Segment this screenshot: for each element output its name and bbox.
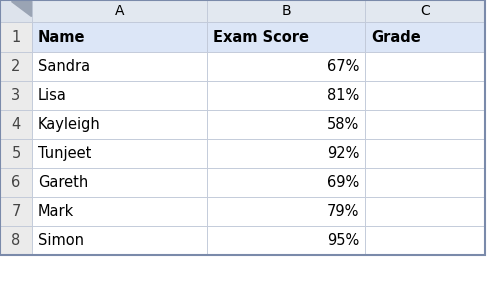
Bar <box>32 81 207 110</box>
Text: Grade: Grade <box>371 30 421 45</box>
Text: 4: 4 <box>11 117 20 132</box>
Bar <box>32 110 207 139</box>
Bar <box>207 110 365 139</box>
Bar <box>365 22 485 52</box>
Bar <box>0 139 32 168</box>
Bar <box>365 139 485 168</box>
Text: Simon: Simon <box>38 233 84 248</box>
Text: 2: 2 <box>11 59 20 74</box>
Text: 3: 3 <box>11 88 20 103</box>
Bar <box>365 197 485 226</box>
Text: Sandra: Sandra <box>38 59 90 74</box>
Bar <box>365 168 485 197</box>
Text: Mark: Mark <box>38 204 74 219</box>
Bar <box>365 81 485 110</box>
Text: 1: 1 <box>11 30 20 45</box>
Text: A: A <box>115 4 124 18</box>
Bar <box>32 168 207 197</box>
Bar <box>207 226 365 255</box>
Bar <box>207 139 365 168</box>
Bar <box>0 0 485 255</box>
Bar <box>0 52 32 81</box>
Bar <box>207 197 365 226</box>
Text: 58%: 58% <box>327 117 359 132</box>
Bar <box>32 22 207 52</box>
Text: Gareth: Gareth <box>38 175 88 190</box>
Bar <box>0 110 32 139</box>
Text: B: B <box>281 4 291 18</box>
Bar <box>207 0 365 22</box>
Bar <box>0 81 32 110</box>
Text: Lisa: Lisa <box>38 88 67 103</box>
Bar <box>0 168 32 197</box>
Bar <box>365 0 485 22</box>
Text: 81%: 81% <box>327 88 359 103</box>
Text: Name: Name <box>38 30 86 45</box>
Text: 5: 5 <box>11 146 20 161</box>
Polygon shape <box>11 1 31 16</box>
Text: 8: 8 <box>11 233 20 248</box>
Bar <box>207 81 365 110</box>
Bar <box>365 110 485 139</box>
Bar <box>0 0 32 22</box>
Bar <box>365 226 485 255</box>
Bar <box>207 52 365 81</box>
Bar <box>32 52 207 81</box>
Text: 79%: 79% <box>327 204 359 219</box>
Bar <box>0 226 32 255</box>
Bar <box>32 139 207 168</box>
Bar <box>0 197 32 226</box>
Bar <box>32 0 207 22</box>
Bar <box>207 22 365 52</box>
Text: 67%: 67% <box>327 59 359 74</box>
Text: 6: 6 <box>11 175 20 190</box>
Text: Tunjeet: Tunjeet <box>38 146 92 161</box>
Bar <box>32 197 207 226</box>
Text: Kayleigh: Kayleigh <box>38 117 101 132</box>
Text: 69%: 69% <box>327 175 359 190</box>
Text: Exam Score: Exam Score <box>213 30 309 45</box>
Text: 92%: 92% <box>327 146 359 161</box>
Bar <box>0 22 32 52</box>
Bar <box>207 168 365 197</box>
Text: C: C <box>420 4 430 18</box>
Text: 7: 7 <box>11 204 20 219</box>
Text: 95%: 95% <box>327 233 359 248</box>
Bar <box>365 52 485 81</box>
Bar <box>32 226 207 255</box>
